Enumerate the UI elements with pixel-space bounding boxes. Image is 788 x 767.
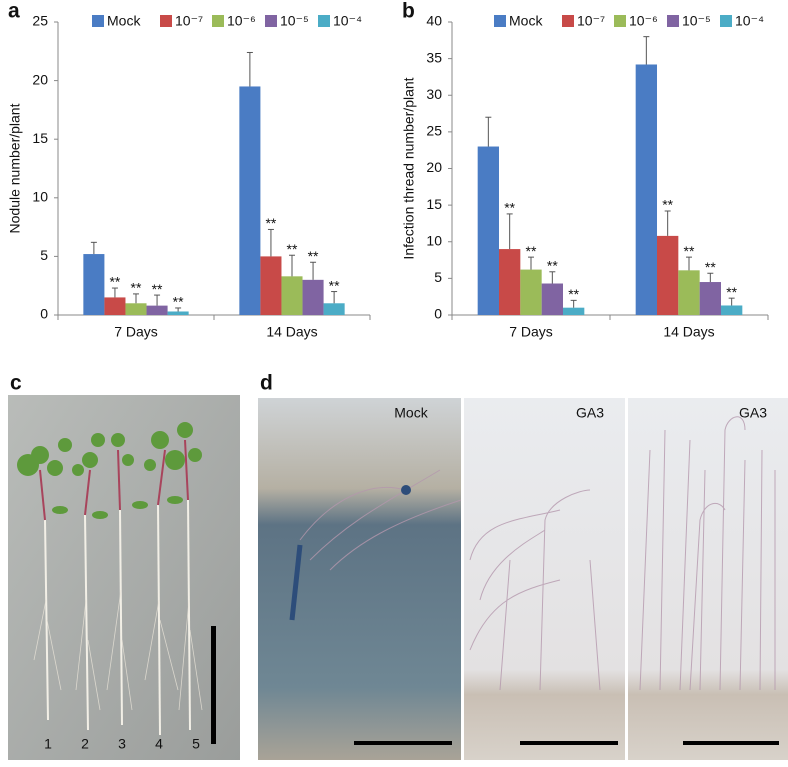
y-tick-label: 35 [426,49,442,65]
y-tick-label: 20 [32,71,48,87]
y-tick-label: 25 [426,123,442,139]
bar [720,305,743,315]
significance-label: ** [131,280,142,296]
legend-label: Mock [107,13,141,29]
panel-label: b [402,0,415,23]
legend-swatch [92,15,104,27]
y-tick-label: 10 [426,232,442,248]
legend-label: 10⁻⁷ [175,13,203,29]
significance-label: ** [568,286,579,302]
bar [520,269,542,315]
legend-label: 10⁻⁶ [227,13,256,29]
microscopy-photos [258,398,788,760]
y-tick-label: 25 [32,13,48,29]
panel-label: c [10,372,22,395]
legend-label: Mock [509,13,543,29]
legend-swatch [494,15,506,27]
plant-label: 2 [81,736,89,752]
image-label: GA3 [576,405,604,421]
significance-label: ** [265,215,276,231]
x-tick-label: 14 Days [663,324,714,340]
bar [678,270,700,315]
y-tick-label: 10 [32,189,48,205]
legend-swatch [562,15,574,27]
significance-label: ** [109,274,120,290]
plant-label: 3 [118,736,126,752]
image-label: Mock [394,405,428,421]
legend-label: 10⁻⁴ [735,13,764,29]
bar [125,303,147,315]
significance-label: ** [287,241,298,257]
bar [302,279,324,315]
bar [260,256,282,315]
bar [541,283,563,315]
significance-label: ** [504,200,515,216]
significance-label: ** [547,257,558,273]
bar [477,146,500,315]
bar [167,311,189,315]
y-axis-label: Infection thread number/plant [401,77,417,259]
plant-label: 5 [192,736,200,752]
legend-swatch [720,15,732,27]
bar [562,307,585,315]
y-tick-label: 30 [426,86,442,102]
bar [104,297,126,315]
x-tick-label: 7 Days [114,324,158,340]
significance-label: ** [726,284,737,300]
bar [146,305,168,315]
significance-label: ** [662,197,673,213]
plant-label: 1 [44,736,52,752]
legend-swatch [265,15,277,27]
y-tick-label: 20 [426,159,442,175]
legend-label: 10⁻⁷ [577,13,605,29]
image-label: GA3 [739,405,767,421]
y-tick-label: 40 [426,13,442,29]
legend-label: 10⁻⁵ [682,13,711,29]
y-axis-label: Nodule number/plant [7,103,23,233]
significance-label: ** [526,243,537,259]
bar [699,282,721,315]
y-tick-label: 15 [32,130,48,146]
legend-swatch [667,15,679,27]
y-tick-label: 5 [434,269,442,285]
significance-label: ** [329,277,340,293]
y-tick-label: 0 [40,306,48,322]
bar [281,276,303,315]
legend-label: 10⁻⁵ [280,13,309,29]
plant-label: 4 [155,736,163,752]
bar [499,249,521,315]
bar [635,64,658,315]
bar [83,254,105,315]
bar [657,235,679,315]
legend-swatch [614,15,626,27]
significance-label: ** [152,281,163,297]
y-tick-label: 0 [434,306,442,322]
legend-swatch [318,15,330,27]
panel-label: d [260,372,273,395]
legend-label: 10⁻⁴ [333,13,362,29]
y-tick-label: 5 [40,247,48,263]
y-tick-label: 15 [426,196,442,212]
plant-photo [8,395,240,760]
significance-label: ** [684,243,695,259]
bar [323,303,345,315]
legend-swatch [160,15,172,27]
significance-label: ** [308,248,319,264]
legend-label: 10⁻⁶ [629,13,658,29]
x-tick-label: 7 Days [509,324,553,340]
legend-swatch [212,15,224,27]
significance-label: ** [705,259,716,275]
significance-label: ** [173,294,184,310]
bar [239,86,261,316]
panel-label: a [8,0,20,23]
x-tick-label: 14 Days [266,324,317,340]
